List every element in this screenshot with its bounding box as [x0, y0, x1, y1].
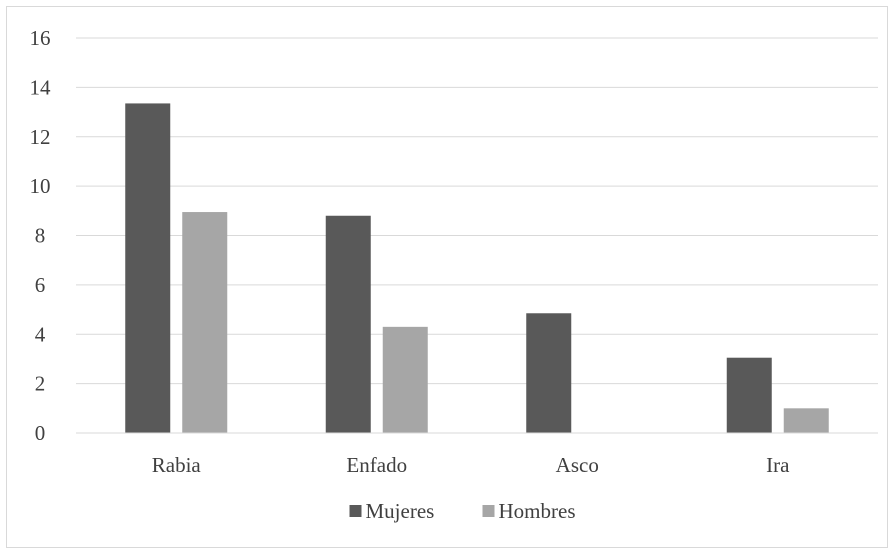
legend-swatch-hombres — [482, 505, 495, 517]
bar-hombres-rabia — [182, 212, 228, 433]
bars — [125, 103, 829, 433]
legend-label-hombres: Hombres — [499, 499, 576, 523]
bar-mujeres-ira — [726, 357, 772, 433]
legend-label-mujeres: Mujeres — [366, 499, 435, 523]
bar-hombres-ira — [783, 408, 829, 433]
x-category-label: Rabia — [152, 453, 202, 477]
y-tick-label: 8 — [35, 224, 46, 248]
y-tick-label: 12 — [30, 125, 51, 149]
x-category-label: Asco — [556, 453, 599, 477]
legend: Mujeres Hombres — [349, 499, 576, 523]
y-tick-label: 10 — [30, 174, 51, 198]
x-category-label: Ira — [766, 453, 790, 477]
y-tick-label: 2 — [35, 372, 46, 396]
y-axis-tick-labels: 0 2 4 6 8 10 12 14 16 — [30, 26, 52, 445]
y-tick-label: 6 — [35, 273, 46, 297]
x-category-label: Enfado — [346, 453, 407, 477]
bar-mujeres-asco — [526, 313, 572, 433]
bar-mujeres-enfado — [325, 215, 371, 433]
bar-mujeres-rabia — [125, 103, 171, 433]
x-axis-category-labels: Rabia Enfado Asco Ira — [152, 453, 790, 477]
y-tick-label: 0 — [35, 421, 46, 445]
y-tick-label: 4 — [35, 322, 46, 346]
y-tick-label: 14 — [30, 75, 52, 99]
y-tick-label: 16 — [30, 26, 51, 50]
legend-swatch-mujeres — [349, 505, 362, 517]
bar-hombres-enfado — [382, 326, 428, 433]
